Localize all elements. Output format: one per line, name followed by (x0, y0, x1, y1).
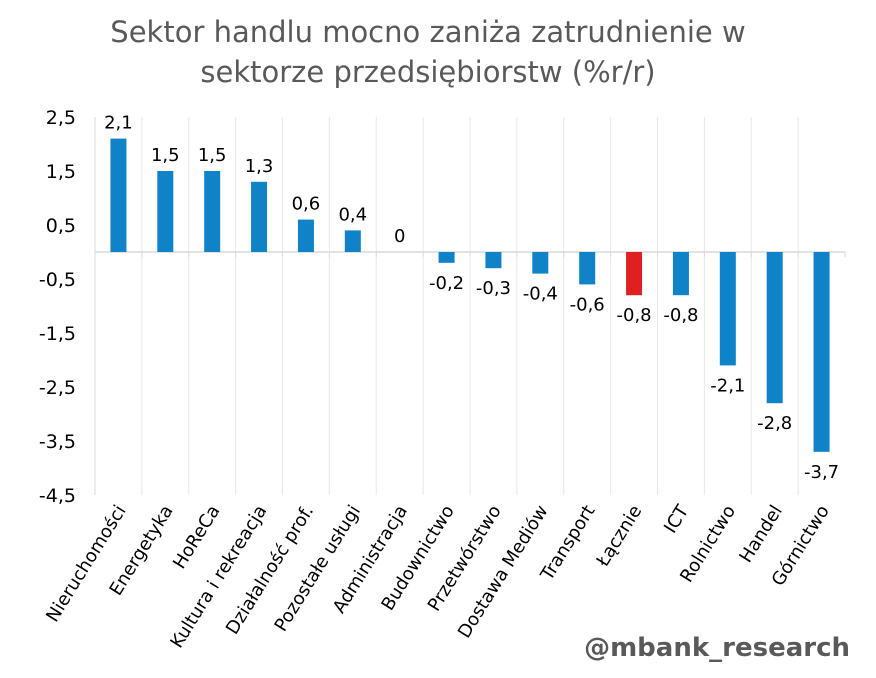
data-label: -0,8 (617, 305, 652, 326)
chart-title: Sektor handlu mocno zaniża zatrudnienie … (0, 12, 856, 92)
bar (813, 252, 830, 452)
grid-lines (141, 117, 799, 495)
y-tick-label: -4,5 (39, 485, 76, 507)
data-label: -0,8 (663, 305, 698, 326)
bar (157, 171, 174, 252)
chart-title-line-2: sektorze przedsiębiorstw (%r/r) (200, 55, 656, 89)
data-label: 0 (394, 226, 405, 247)
data-labels: 2,11,5 1,51,30,60,40-0,2 -0,3 -0,4-0,6-0,8-… (104, 113, 839, 483)
bar (719, 252, 736, 366)
y-tick-label: -2,5 (39, 377, 76, 399)
data-label: 0,6 (292, 194, 321, 215)
y-tick-label: -3,5 (39, 431, 76, 453)
bar (110, 138, 127, 252)
data-label: 1,3 (245, 156, 274, 177)
y-tick-label: 1,5 (46, 161, 76, 183)
y-tick-label: 2,5 (46, 107, 76, 129)
y-tick-label: 0,5 (46, 215, 76, 237)
bar (672, 252, 689, 296)
data-label: 2,1 (104, 113, 133, 134)
data-label: 0,4 (338, 204, 367, 225)
data-label: 1,5 (198, 145, 227, 166)
data-label: -0,3 (476, 278, 511, 299)
x-tick-label: Pozostałe usługi (271, 502, 366, 636)
bar (438, 252, 455, 263)
y-tick-label: -0,5 (39, 269, 76, 291)
data-label: -2,1 (710, 375, 745, 396)
bar (579, 252, 596, 285)
bar (251, 181, 268, 252)
bar (532, 252, 549, 274)
y-tick-label: -1,5 (39, 323, 76, 345)
bars (110, 138, 830, 452)
x-tick-label: ICT (660, 501, 694, 537)
data-label: -0,4 (523, 284, 558, 305)
bar (297, 219, 314, 252)
bar (204, 171, 221, 252)
data-label: -2,8 (757, 413, 792, 434)
bar (344, 230, 361, 252)
y-tick-labels: 2,5 1,5 0,5 -0,5 -1,5 -2,5 -3,5 -4,5 (39, 107, 76, 507)
bar (626, 252, 643, 296)
bar (485, 252, 502, 269)
bar (766, 252, 783, 404)
x-tick-label: Łącznie (592, 502, 646, 572)
watermark: @mbank_research (584, 633, 850, 663)
x-tick-label: Nieruchomości (42, 502, 131, 626)
chart-title-line-1: Sektor handlu mocno zaniża zatrudnienie … (110, 15, 746, 49)
x-tick-label: Handel (735, 502, 786, 567)
data-label: 1,5 (151, 145, 180, 166)
data-label: -0,2 (429, 273, 464, 294)
data-label: -3,7 (804, 462, 839, 483)
data-label: -0,6 (570, 294, 605, 315)
